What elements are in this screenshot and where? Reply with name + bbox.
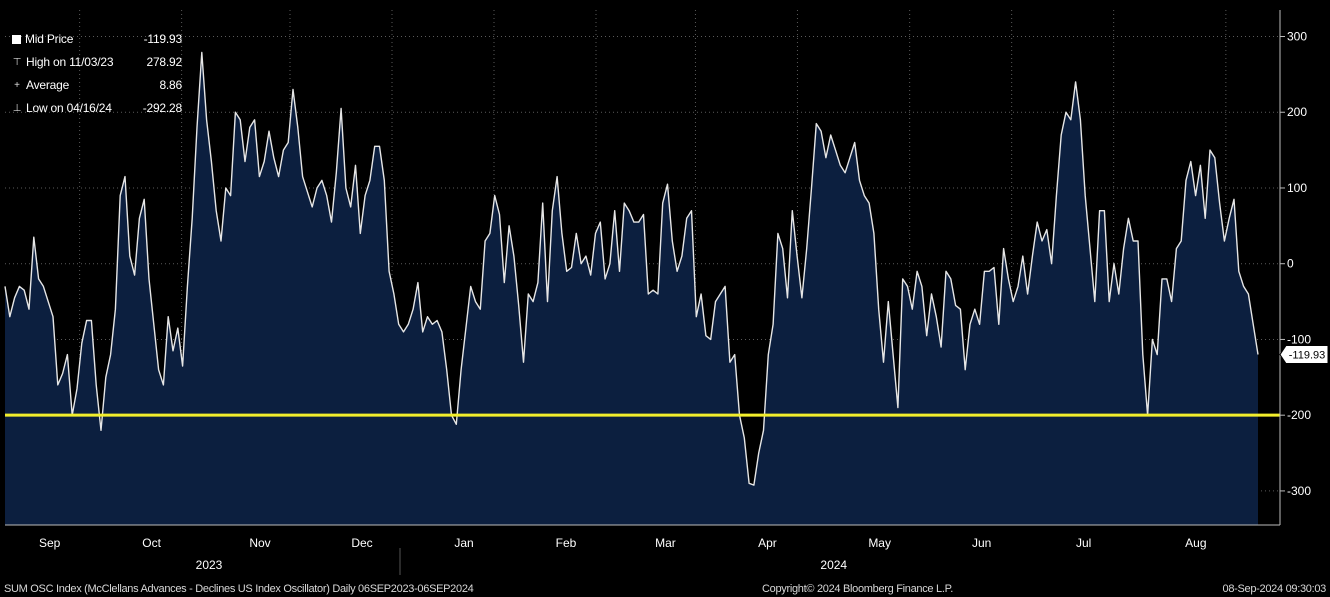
x-tick-label: Aug [1185, 536, 1206, 550]
legend-high-label: High on 11/03/23 [26, 55, 114, 69]
legend-low-value: -292.28 [142, 101, 183, 115]
high-marker-icon: ⊤ [12, 57, 22, 68]
y-axis-ticks: 300 200 100 0 -100 -200 -300 [1280, 30, 1311, 498]
legend-row-mid-price: Mid Price -119.93 [12, 28, 182, 51]
y-tick-label: -100 [1287, 332, 1311, 346]
x-tick-label: Mar [655, 536, 676, 550]
x-tick-label: Jun [972, 536, 991, 550]
low-marker-icon: ⊥ [12, 103, 22, 114]
legend-row-average: + Average 8.86 [12, 74, 182, 97]
y-tick-label: 300 [1287, 30, 1307, 44]
chart-footer: SUM OSC Index (McClellans Advances - Dec… [0, 578, 1330, 597]
footer-copyright: Copyright© 2024 Bloomberg Finance L.P. [762, 583, 953, 595]
series-area [5, 52, 1258, 525]
legend-square-icon [12, 35, 21, 44]
y-tick-label: -300 [1287, 484, 1311, 498]
x-tick-label: Nov [249, 536, 270, 550]
legend-mid-price-value: -119.93 [143, 32, 183, 46]
x-year-label: 2024 [820, 558, 847, 572]
footer-description: SUM OSC Index (McClellans Advances - Dec… [4, 583, 474, 595]
x-tick-label: Sep [39, 536, 61, 550]
legend-mid-price-label: Mid Price [25, 32, 74, 46]
last-value-box [1279, 345, 1329, 365]
x-axis: Sep Oct Nov Dec Jan Feb Mar Apr May Jun Jul Aug 2023… [5, 524, 1280, 572]
x-year-label: 2023 [196, 558, 223, 572]
x-tick-label: Dec [351, 536, 372, 550]
y-tick-label: 100 [1287, 181, 1307, 195]
legend-average-label: Average [26, 78, 70, 92]
footer-timestamp: 08-Sep-2024 09:30:03 [1222, 583, 1327, 595]
chart-legend: Mid Price -119.93 ⊤ High on 11/03/23 278.… [12, 28, 182, 120]
y-tick-label: -200 [1287, 408, 1311, 422]
x-tick-label: Jul [1076, 536, 1091, 550]
series-line [4, 51, 1259, 486]
x-tick-label: May [868, 536, 891, 550]
last-value-label: -119.93 [1289, 350, 1326, 362]
last-value-tag: -119.93 [1279, 345, 1329, 365]
legend-row-high: ⊤ High on 11/03/23 278.92 [12, 51, 182, 74]
legend-high-value: 278.92 [146, 55, 182, 69]
x-tick-label: Feb [556, 536, 577, 550]
y-tick-label: 200 [1287, 105, 1307, 119]
legend-average-value: 8.86 [159, 78, 182, 92]
average-marker-icon: + [14, 80, 20, 91]
legend-low-label: Low on 04/16/24 [26, 101, 112, 115]
x-tick-label: Jan [454, 536, 473, 550]
legend-row-low: ⊥ Low on 04/16/24 -292.28 [12, 97, 182, 120]
x-tick-label: Oct [142, 536, 161, 550]
y-tick-label: 0 [1287, 257, 1294, 271]
x-tick-label: Apr [758, 536, 777, 550]
